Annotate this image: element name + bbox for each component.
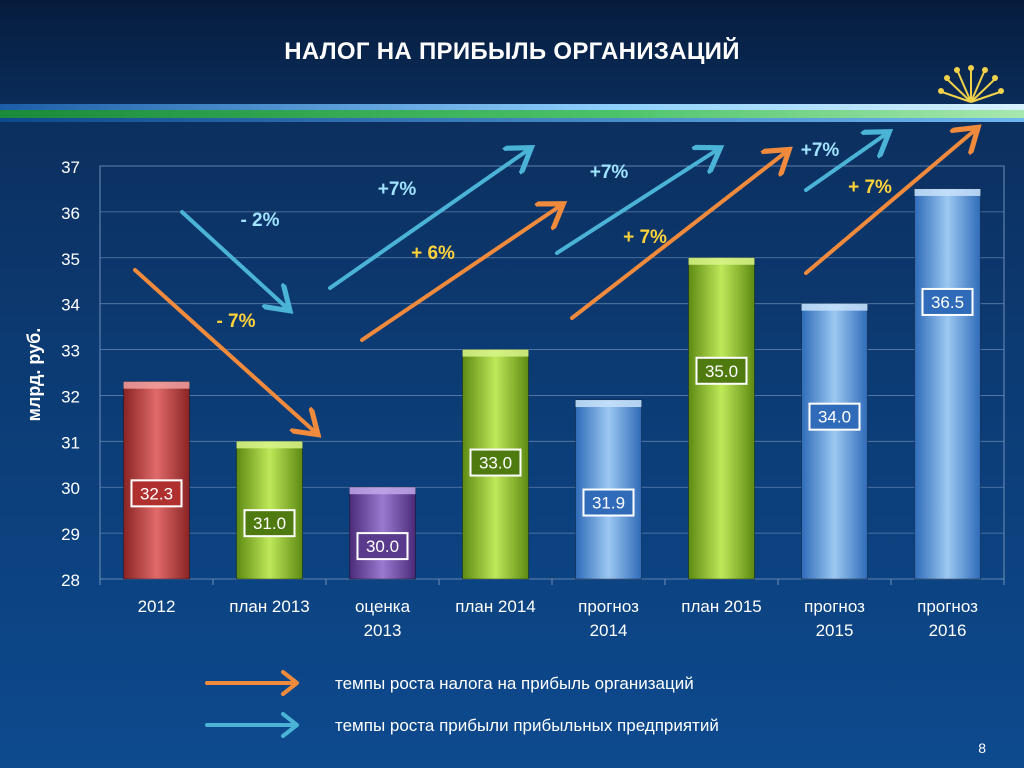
x-tick-label: прогноз — [917, 597, 978, 616]
value-label: 33.0 — [479, 454, 512, 473]
value-label-box — [808, 402, 861, 431]
value-label-box — [356, 532, 409, 561]
bar — [688, 257, 755, 580]
value-label: 36.5 — [931, 293, 964, 312]
x-tick-label: 2016 — [929, 621, 967, 640]
y-tick-label: 37 — [61, 158, 80, 177]
profit-growth-arrow — [555, 150, 717, 255]
profit-growth-arrow — [328, 150, 528, 290]
value-label: 34.0 — [818, 408, 851, 427]
header-band — [0, 0, 1024, 104]
legend-item-profit: темпы роста прибыли прибыльных предприят… — [205, 710, 719, 740]
profit-growth-arrow — [180, 210, 287, 308]
value-label: 31.9 — [592, 494, 625, 513]
x-tick-label: 2014 — [590, 621, 628, 640]
value-label-box — [582, 488, 635, 517]
x-tick-label: план 2015 — [681, 597, 762, 616]
tax-growth-arrow — [804, 130, 975, 275]
flower-logo-icon — [938, 65, 1004, 103]
tax-growth-arrow — [133, 268, 315, 432]
bar — [801, 303, 868, 580]
growth-annotation: - 7% — [216, 311, 255, 332]
bar-cap — [688, 257, 755, 265]
bar-cap — [123, 381, 190, 389]
value-label-box — [469, 448, 522, 477]
x-tick-label: план 2013 — [229, 597, 310, 616]
chart-grid — [99, 165, 1005, 585]
x-tick-label: оценка — [355, 597, 411, 616]
legend-item-tax: темпы роста налога на прибыль организаци… — [205, 668, 694, 698]
page-number: 8 — [978, 740, 986, 756]
bar — [914, 188, 981, 580]
chart-arrows — [133, 130, 975, 432]
tax-growth-arrow — [570, 152, 786, 320]
x-tick-label: прогноз — [804, 597, 865, 616]
tax-growth-arrow — [360, 206, 560, 342]
value-label: 32.3 — [140, 484, 173, 503]
value-label-box — [921, 287, 974, 316]
bar-cap — [236, 441, 303, 449]
y-tick-label: 30 — [61, 479, 80, 498]
x-tick-label: план 2014 — [455, 597, 536, 616]
legend-label-tax: темпы роста налога на прибыль организаци… — [335, 674, 694, 693]
value-label-box — [695, 356, 748, 385]
y-axis-label: млрд. руб. — [24, 328, 44, 422]
x-tick-label: прогноз — [578, 597, 639, 616]
growth-annotation: +7% — [801, 140, 840, 161]
slide-title: НАЛОГ НА ПРИБЫЛЬ ОРГАНИЗАЦИЙ — [284, 38, 740, 65]
bar-cap — [801, 303, 868, 311]
plot-area — [99, 165, 1005, 580]
header-stripe-light — [0, 118, 1024, 122]
growth-annotation: +7% — [378, 179, 417, 200]
bar-cap — [462, 349, 529, 357]
growth-annotation: + 7% — [623, 227, 667, 248]
x-tick-label: 2015 — [816, 621, 854, 640]
y-tick-label: 36 — [61, 204, 80, 223]
bar-cap — [349, 487, 416, 495]
growth-annotation: + 6% — [411, 243, 455, 264]
x-tick-label: 2012 — [138, 597, 176, 616]
y-tick-label: 32 — [61, 387, 80, 406]
header-stripe-blue — [0, 104, 1024, 110]
growth-annotation: - 2% — [240, 210, 279, 231]
bar-cap — [575, 400, 642, 408]
y-tick-label: 35 — [61, 250, 80, 269]
y-tick-label: 33 — [61, 342, 80, 361]
legend-label-profit: темпы роста прибыли прибыльных предприят… — [335, 716, 719, 735]
blue-arrow-icon — [205, 712, 299, 738]
growth-annotation: +7% — [590, 162, 629, 183]
y-tick-label: 28 — [61, 571, 80, 590]
value-label-box — [130, 479, 183, 508]
value-label: 31.0 — [253, 514, 286, 533]
y-tick-label: 34 — [61, 296, 80, 315]
y-tick-label: 29 — [61, 525, 80, 544]
header-stripe-green — [0, 110, 1024, 118]
profit-growth-arrow — [804, 134, 886, 192]
value-label: 30.0 — [366, 537, 399, 556]
value-label-box — [243, 509, 296, 538]
bar-cap — [914, 188, 981, 196]
chart-labels: 28 29 30 31 32 33 34 35 36 37 млрд. руб. 32.3 2012 31… — [24, 140, 978, 640]
y-tick-label: 31 — [61, 433, 80, 452]
orange-arrow-icon — [205, 670, 299, 696]
x-tick-label: 2013 — [364, 621, 402, 640]
growth-annotation: + 7% — [848, 177, 892, 198]
value-label: 35.0 — [705, 362, 738, 381]
